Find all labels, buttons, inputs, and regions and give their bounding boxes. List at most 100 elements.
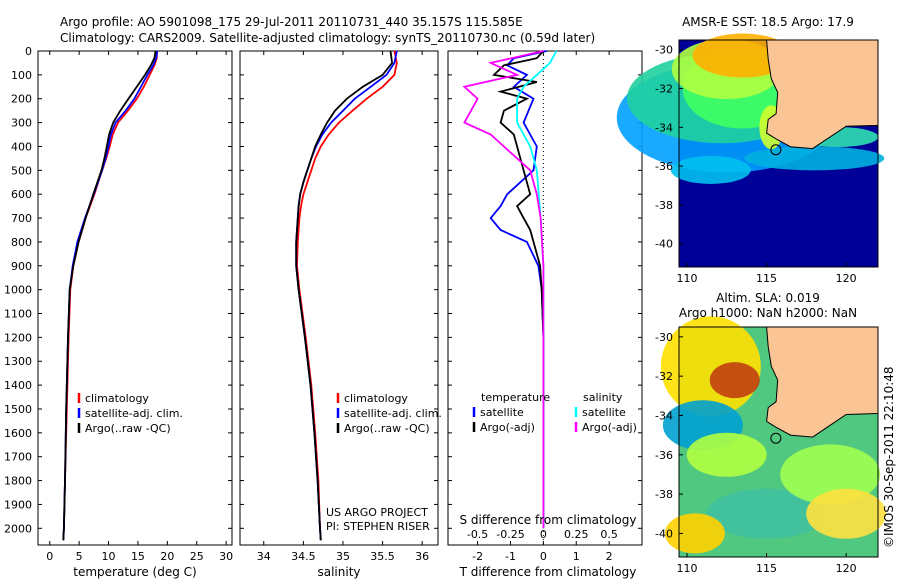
salinity-series-line (295, 50, 394, 541)
map-frame (678, 39, 879, 268)
temperature-xlabel: temperature (deg C) (73, 565, 196, 579)
y-tick-label: 400 (11, 140, 32, 153)
header-line-1: Argo profile: AO 5901098_175 29-Jul-2011… (60, 15, 523, 29)
salinity-xlabel: salinity (317, 565, 360, 579)
s-tick-label: -0.5 (467, 528, 488, 541)
header-line-2: Climatology: CARS2009. Satellite-adjuste… (60, 31, 595, 45)
s-tick-label: 0 (540, 528, 547, 541)
y-tick-label: 1100 (4, 308, 32, 321)
map-y-tick-label: -38 (655, 488, 673, 501)
x-tick-label: 5 (76, 550, 83, 563)
map-x-tick-label: 115 (756, 562, 777, 575)
argo-location-marker (770, 432, 782, 444)
temperature-series-line (62, 50, 157, 541)
map-field-patch (670, 155, 751, 184)
map-y-tick-label: -30 (655, 331, 673, 344)
x-tick-label: 36 (415, 550, 429, 563)
y-tick-label: 1300 (4, 355, 32, 368)
y-tick-label: 0 (25, 45, 32, 58)
map-field-patch (709, 362, 760, 399)
y-tick-label: 1400 (4, 379, 32, 392)
x-tick-label: 34.5 (291, 550, 316, 563)
x-tick-label: 1 (573, 550, 580, 563)
difference-xlabel: T difference from climatology (459, 565, 637, 579)
map-y-tick-label: -40 (655, 527, 673, 540)
temperature-panel: 0100200300400500600700800900100011001200… (4, 45, 233, 563)
land-mass (766, 39, 879, 150)
y-tick-label: 1200 (4, 331, 32, 344)
x-tick-label: 2 (606, 550, 613, 563)
y-tick-label: 200 (11, 93, 32, 106)
salinity-panel: 34 34.5 35 35.5 36 climatology satellite-adj. … (239, 50, 442, 563)
sla-map-title: Altim. SLA: 0.019 (716, 291, 820, 305)
map-y-tick-label: -36 (655, 160, 673, 173)
y-tick-label: 1700 (4, 451, 32, 464)
y-tick-label: 100 (11, 69, 32, 82)
land-mass (766, 326, 879, 438)
s-tick-label: 0.5 (600, 528, 618, 541)
x-tick-label: 20 (160, 550, 174, 563)
project-annotation-line-1: US ARGO PROJECT (326, 506, 428, 519)
y-tick-label: 500 (11, 164, 32, 177)
y-tick-label: 900 (11, 260, 32, 273)
map-y-tick-label: -32 (655, 83, 673, 96)
x-tick-label: 25 (190, 550, 204, 563)
sst-map-panel: -30 -32 -34 -36 -38 -40 110 115 120 (616, 33, 885, 285)
x-tick-label: 30 (219, 550, 233, 563)
map-y-tick-label: -36 (655, 449, 673, 462)
plot-frame (239, 50, 439, 546)
salinity-legend-label: Argo(..raw -QC) (344, 422, 430, 435)
plot-frame (447, 50, 643, 546)
x-tick-label: 34 (257, 550, 271, 563)
map-y-tick-label: -38 (655, 199, 673, 212)
map-field-patch (664, 513, 725, 554)
x-tick-label: 35.5 (370, 550, 395, 563)
difference-xlabel-top: S difference from climatology (460, 513, 637, 527)
map-y-tick-label: -34 (655, 409, 673, 422)
map-y-tick-label: -34 (655, 121, 673, 134)
y-tick-label: 1500 (4, 403, 32, 416)
y-tick-label: 1800 (4, 475, 32, 488)
sla-map-panel: -30 -32 -34 -36 -38 -40 110 115 120 (655, 316, 887, 575)
y-tick-label: 1600 (4, 427, 32, 440)
y-tick-label: 1000 (4, 284, 32, 297)
map-field-patch (686, 432, 767, 477)
x-tick-label: 0 (540, 550, 547, 563)
map-x-tick-label: 120 (836, 562, 857, 575)
s-tick-label: 0.25 (564, 528, 589, 541)
x-tick-label: 0 (46, 550, 53, 563)
salinity-legend-label: satellite-adj. clim. (344, 407, 442, 420)
map-frame (678, 326, 879, 558)
x-tick-label: 10 (102, 550, 116, 563)
map-y-tick-label: -30 (655, 44, 673, 57)
x-tick-label: -2 (472, 550, 483, 563)
diff-temp-legend-label: Argo(-adj) (480, 421, 535, 434)
x-tick-label: -1 (505, 550, 516, 563)
project-annotation-line-2: PI: STEPHEN RISER (326, 520, 430, 533)
difference-series-line (492, 50, 545, 529)
difference-series-line (462, 50, 545, 529)
y-tick-label: 2000 (4, 522, 32, 535)
sla-map-subtitle: Argo h1000: NaN h2000: NaN (679, 306, 857, 320)
difference-panel: -2 -1 0 1 2 -0.5 -0.25 0 0.25 0.5 temperature salin… (447, 50, 643, 563)
diff-temp-legend-label: satellite (480, 406, 524, 419)
map-y-tick-label: -32 (655, 370, 673, 383)
temperature-legend-label: satellite-adj. clim. (85, 407, 183, 420)
temperature-legend-label: climatology (85, 392, 149, 405)
salinity-legend-label: climatology (344, 392, 408, 405)
temperature-legend-label: Argo(..raw -QC) (85, 422, 171, 435)
map-x-tick-label: 120 (836, 272, 857, 285)
map-x-tick-label: 110 (676, 562, 697, 575)
y-tick-label: 300 (11, 117, 32, 130)
diff-sal-legend-label: satellite (582, 406, 626, 419)
map-x-tick-label: 115 (756, 272, 777, 285)
diff-sal-legend-label: Argo(-adj) (582, 421, 637, 434)
y-tick-label: 1900 (4, 498, 32, 511)
x-tick-label: 15 (131, 550, 145, 563)
map-y-tick-label: -40 (655, 238, 673, 251)
map-field-patch (706, 488, 827, 539)
plot-frame (37, 50, 233, 546)
sst-map-title: AMSR-E SST: 18.5 Argo: 17.9 (682, 15, 854, 29)
legend-title-temperature: temperature (481, 391, 550, 404)
